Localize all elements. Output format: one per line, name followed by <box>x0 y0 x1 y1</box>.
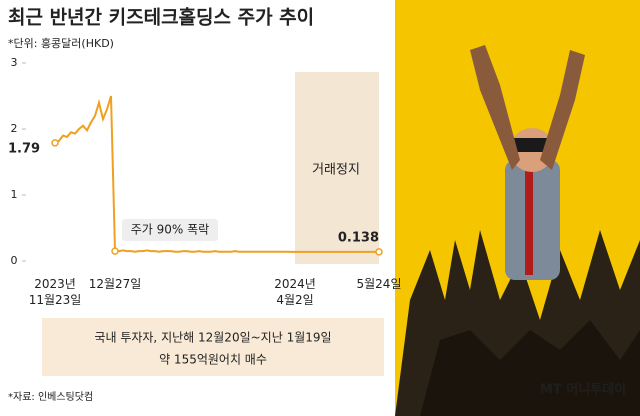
point-marker <box>375 248 383 256</box>
point-marker <box>111 247 119 255</box>
illustration <box>395 45 640 416</box>
crash-callout-box <box>122 219 218 241</box>
value-label: 0.138 <box>338 230 379 245</box>
crash-callout: 주가 90% 폭락 <box>131 223 209 237</box>
x-tick-label: 5월24일 <box>356 277 402 291</box>
subtitle: *단위: 홍콩달러(HKD) <box>8 36 114 50</box>
value-label: 1.79 <box>8 141 40 156</box>
y-tick-label: 3 <box>11 56 18 69</box>
halt-shade <box>295 72 379 264</box>
point-marker <box>51 139 59 147</box>
note-box <box>42 318 384 376</box>
y-tick-label: 2 <box>11 122 18 135</box>
source: *자료: 인베스팅닷컴 <box>8 391 93 403</box>
x-tick-label: 12월27일 <box>88 277 142 291</box>
y-tick-label: 1 <box>11 188 18 201</box>
x-tick-label: 2023년 11월23일 <box>28 277 82 307</box>
price-line <box>54 95 379 253</box>
x-tick-label: 2024년 4월2일 <box>274 277 316 307</box>
chart-title: 최근 반년간 키즈테크홀딩스 주가 추이 <box>8 6 314 29</box>
note-line: 약 155억원어치 매수 <box>159 352 267 367</box>
halt-label: 거래정지 <box>312 163 360 178</box>
y-tick-label: 0 <box>11 254 18 267</box>
watermark: MT 머니투데이 <box>540 382 626 398</box>
note-line: 국내 투자자, 지난해 12월20일~지난 1월19일 <box>94 331 331 345</box>
